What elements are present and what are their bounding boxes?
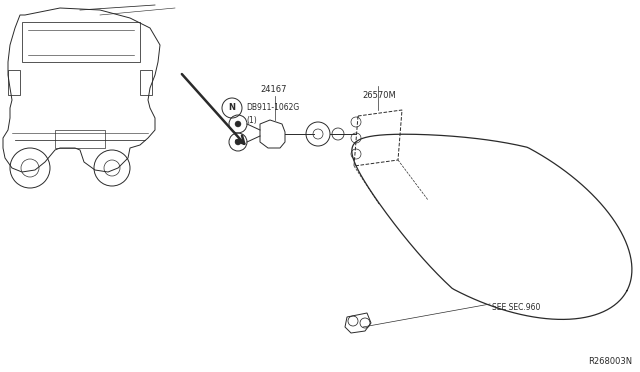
- Circle shape: [235, 139, 241, 145]
- Text: 24167: 24167: [260, 86, 287, 94]
- Text: R268003N: R268003N: [588, 357, 632, 366]
- Text: SEE SEC.960: SEE SEC.960: [492, 304, 540, 312]
- Text: DB911-1062G: DB911-1062G: [246, 103, 300, 112]
- Text: (1): (1): [246, 115, 257, 125]
- Text: 26570M: 26570M: [362, 90, 396, 99]
- Text: N: N: [228, 103, 236, 112]
- Circle shape: [235, 121, 241, 127]
